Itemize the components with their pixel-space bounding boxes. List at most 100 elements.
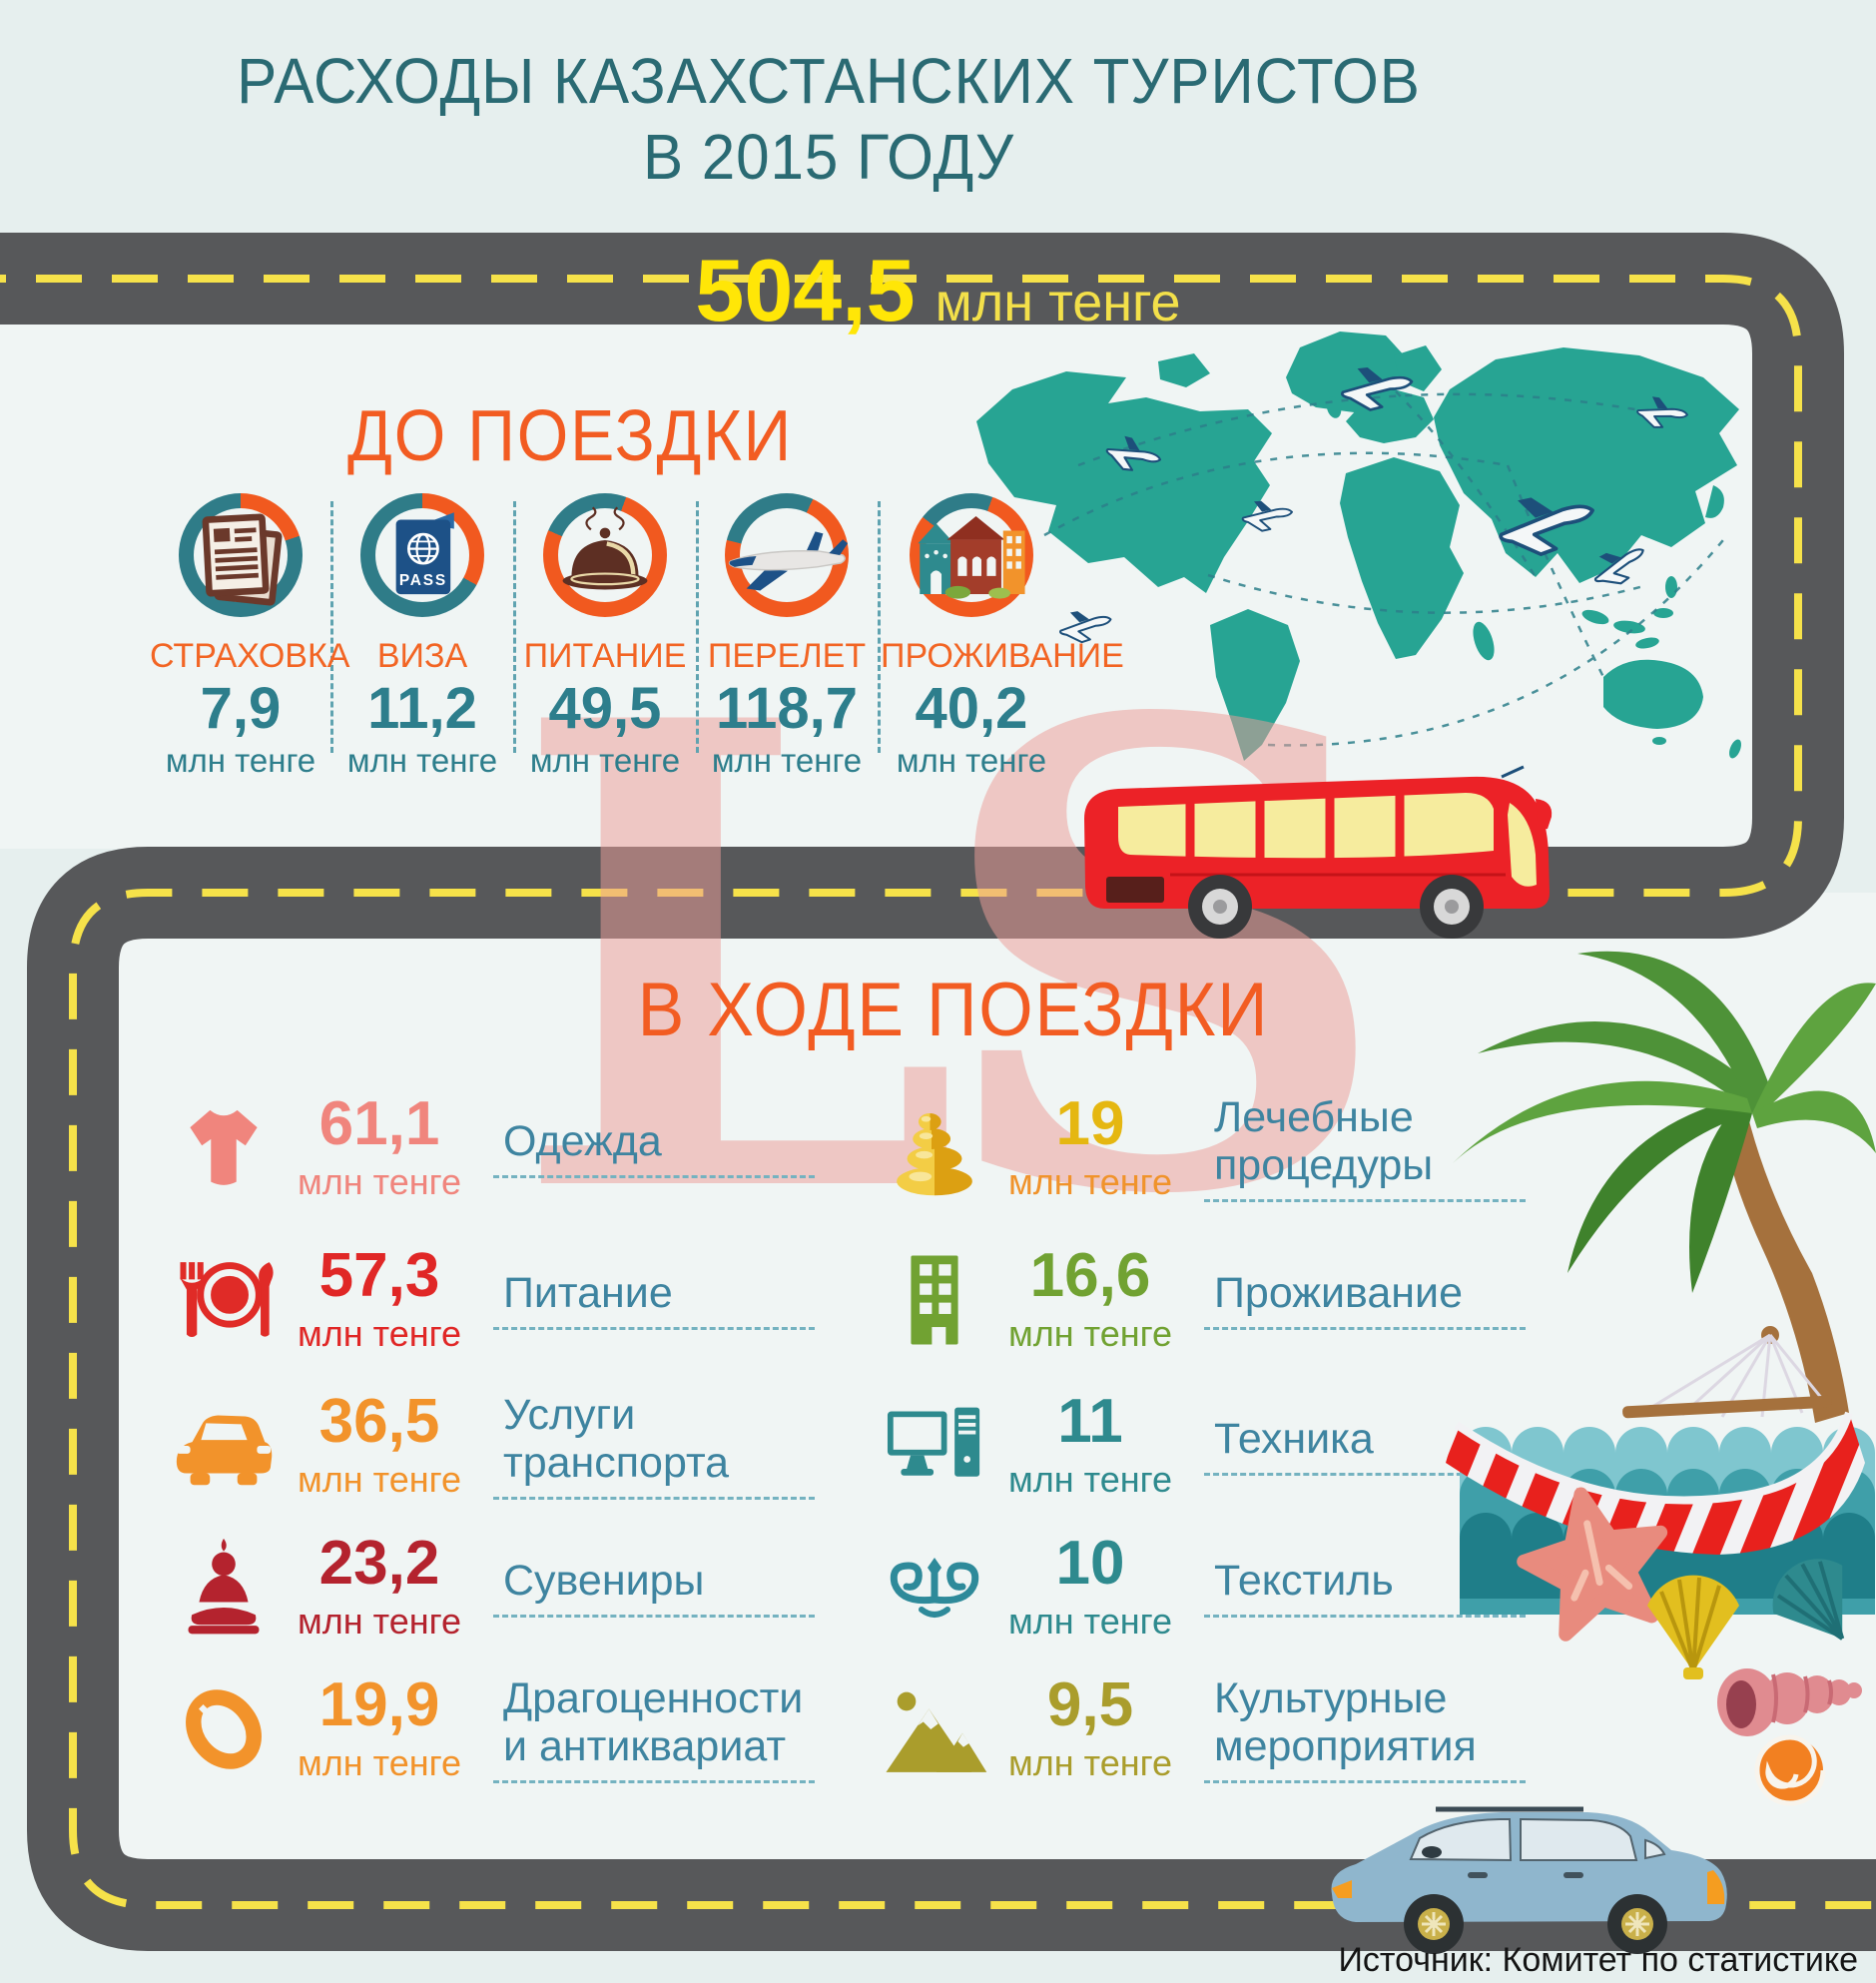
item-unit: млн тенге — [298, 1601, 461, 1642]
item-value: 57,3 — [318, 1241, 440, 1310]
item-value: 23,2 — [318, 1529, 440, 1598]
snail-shell-icon — [1754, 1734, 1826, 1806]
before-item-label: ПРОЖИВАНИЕ — [881, 637, 1124, 675]
item-unit: млн тенге — [1008, 1161, 1172, 1202]
total-unit: млн тенге — [935, 273, 1181, 332]
conch-shell-icon — [1717, 1668, 1862, 1736]
page-title: РАСХОДЫ КАЗАХСТАНСКИХ ТУРИСТОВ В 2015 ГО… — [50, 44, 1607, 195]
before-item-value: 118,7 — [716, 676, 858, 741]
before-item-value: 11,2 — [367, 676, 477, 741]
item-unit: млн тенге — [1008, 1601, 1172, 1642]
scallop-shell-icon — [1772, 1559, 1845, 1641]
list-item: 11 млн тенге Техника — [879, 1376, 1526, 1516]
world-map — [976, 331, 1741, 761]
hammock — [1446, 1326, 1865, 1555]
list-item: 19 млн тенге Лечебные процедуры — [879, 1078, 1526, 1218]
airplane-icon — [728, 531, 849, 591]
divider — [696, 501, 699, 753]
list-item: 61,1 млн тенге Одежда — [168, 1078, 815, 1218]
item-unit: млн тенге — [1008, 1313, 1172, 1354]
building-icon — [879, 1248, 990, 1352]
item-value: 36,5 — [318, 1387, 440, 1456]
before-item-unit: млн тенге — [165, 742, 316, 779]
restaurant-icon — [168, 1252, 280, 1348]
donut-ring — [910, 493, 1033, 617]
divider — [878, 501, 881, 753]
item-value: 61,1 — [318, 1089, 440, 1158]
item-unit: млн тенге — [1008, 1459, 1172, 1500]
before-item-unit: млн тенге — [896, 742, 1047, 779]
item-label: Драгоценности и антиквариат — [493, 1675, 815, 1783]
donut-ring: PASS — [360, 493, 484, 617]
item-unit: млн тенге — [298, 1742, 461, 1783]
item-value: 10 — [1055, 1529, 1125, 1598]
ornament-icon — [879, 1548, 990, 1628]
before-item-unit: млн тенге — [529, 742, 681, 779]
item-label: Услуги транспорта — [493, 1392, 815, 1500]
list-item: 57,3 млн тенге Питание — [168, 1230, 815, 1370]
during-trip-heading: В ХОДЕ ПОЕЗДКИ — [637, 968, 1270, 1052]
item-label: Сувениры — [493, 1557, 815, 1619]
tour-bus — [1084, 765, 1553, 939]
before-trip-item: ПРОЖИВАНИЕ 40,2 млн тенге — [881, 493, 1124, 780]
computer-icon — [879, 1398, 990, 1494]
list-item: 19,9 млн тенге Драгоценности и антиквари… — [168, 1659, 815, 1799]
before-item-label: СТРАХОВКА — [150, 637, 350, 675]
divider — [513, 501, 516, 753]
before-trip-item: ПЕРЕЛЕТ 118,7 млн тенге — [696, 493, 878, 780]
flight-routes — [1043, 390, 1728, 747]
panel-during-trip — [73, 893, 1876, 1905]
item-value: 19,9 — [318, 1670, 440, 1739]
before-item-label: ПЕРЕЛЕТ — [707, 637, 867, 675]
source-note: Источник: Комитет по статистике — [1338, 1941, 1858, 1979]
road-center-line — [0, 275, 1876, 1909]
item-value: 9,5 — [1046, 1670, 1134, 1739]
mountains-icon — [879, 1681, 990, 1777]
list-item: 9,5 млн тенге Культурные мероприятия — [879, 1659, 1526, 1799]
item-label: Лечебные процедуры — [1204, 1094, 1526, 1202]
before-item-value: 7,9 — [200, 676, 282, 741]
ring-icon — [168, 1679, 280, 1779]
before-item-value: 40,2 — [915, 676, 1028, 741]
before-trip-item: PASS ВИЗА 11,2 млн тенге — [331, 493, 513, 780]
houses-icon — [918, 515, 1025, 599]
list-item: 10 млн тенге Текстиль — [879, 1518, 1526, 1657]
scallop-shell-icon — [1647, 1575, 1739, 1679]
before-item-unit: млн тенге — [346, 742, 498, 779]
family-car — [1331, 1806, 1727, 1954]
list-item: 36,5 млн тенге Услуги транспорта — [168, 1376, 815, 1516]
before-item-unit: млн тенге — [711, 742, 863, 779]
item-unit: млн тенге — [298, 1313, 461, 1354]
item-label: Одежда — [493, 1117, 815, 1179]
before-item-value: 49,5 — [548, 676, 662, 741]
palm-tree — [1453, 951, 1876, 1423]
insurance-documents-icon — [202, 513, 283, 606]
item-label: Питание — [493, 1269, 815, 1331]
svg-text:PASS: PASS — [399, 572, 447, 589]
tshirt-icon — [168, 1098, 280, 1198]
starfish-icon — [1517, 1487, 1668, 1642]
item-label: Проживание — [1204, 1269, 1526, 1331]
list-item: 23,2 млн тенге Сувениры — [168, 1518, 815, 1657]
item-unit: млн тенге — [298, 1459, 461, 1500]
buddha-icon — [168, 1536, 280, 1640]
spa-stones-icon — [879, 1096, 990, 1200]
donut-ring — [725, 493, 849, 617]
item-label: Текстиль — [1204, 1557, 1526, 1619]
before-trip-item: СТРАХОВКА 7,9 млн тенге — [150, 493, 350, 780]
item-unit: млн тенге — [1008, 1742, 1172, 1783]
before-trip-heading: ДО ПОЕЗДКИ — [347, 396, 794, 476]
before-trip-item: ПИТАНИЕ 49,5 млн тенге — [514, 493, 696, 780]
before-item-label: ПИТАНИЕ — [523, 637, 687, 675]
before-item-label: ВИЗА — [376, 637, 468, 675]
donut-ring — [543, 493, 667, 617]
item-value: 16,6 — [1029, 1241, 1151, 1310]
divider — [330, 501, 333, 753]
total-expenses: 504,5 млн тенге — [0, 240, 1876, 341]
item-label: Техника — [1204, 1415, 1526, 1477]
item-value: 11 — [1057, 1387, 1123, 1456]
item-label: Культурные мероприятия — [1204, 1675, 1526, 1783]
list-item: 16,6 млн тенге Проживание — [879, 1230, 1526, 1370]
